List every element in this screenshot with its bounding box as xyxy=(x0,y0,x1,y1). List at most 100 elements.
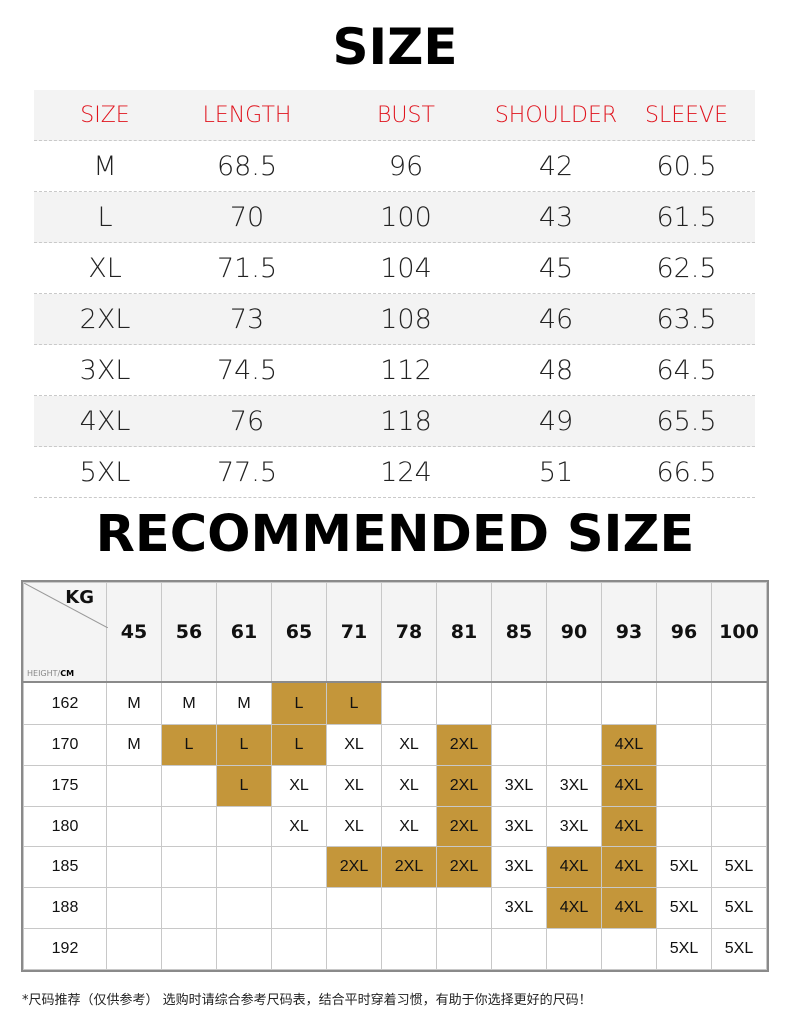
size-cell: 42 xyxy=(538,150,574,182)
size-cell: M xyxy=(93,150,117,182)
size-recommendation-cell: L xyxy=(216,764,272,807)
size-recommendation-cell: XL xyxy=(381,805,437,848)
height-row: 162 M M M L L xyxy=(23,681,767,725)
header-length: LENGTH xyxy=(202,102,292,128)
size-recommendation-cell xyxy=(271,846,327,889)
size-cell: 4XL xyxy=(79,405,131,437)
size-cell: 45 xyxy=(538,252,574,284)
size-recommendation-cell xyxy=(161,805,217,848)
height-label: 192 xyxy=(23,928,107,970)
size-recommendation-cell xyxy=(491,681,547,725)
size-recommendation-cell xyxy=(271,887,327,930)
size-row: M 68.5 96 42 60.5 xyxy=(34,141,755,192)
size-recommendation-cell xyxy=(711,681,767,725)
size-recommendation-cell xyxy=(326,887,382,930)
size-recommendation-cell: 2XL xyxy=(326,846,382,889)
footnote: *尺码推荐（仅供参考） 选购时请综合参考尺码表，结合平时穿着习惯，有助于你选择更… xyxy=(22,993,592,1008)
size-recommendation-cell xyxy=(106,846,162,889)
size-cell: 61.5 xyxy=(656,201,717,233)
size-recommendation-cell xyxy=(326,928,382,970)
size-recommendation-cell: M xyxy=(106,681,162,725)
size-recommendation-cell: 4XL xyxy=(601,764,657,807)
size-recommendation-cell xyxy=(161,887,217,930)
size-recommendation-cell xyxy=(216,846,272,889)
size-recommendation-cell: 2XL xyxy=(436,764,492,807)
size-chart-table: SIZE LENGTH BUST SHOULDER SLEEVE M 68.5 96… xyxy=(34,90,755,498)
height-row: 180 XL XL XL 2XL 3XL 3XL 4XL xyxy=(23,805,767,848)
size-recommendation-cell xyxy=(546,723,602,766)
height-label: 185 xyxy=(23,846,107,889)
size-recommendation-cell: 5XL xyxy=(656,887,712,930)
size-recommendation-cell xyxy=(601,681,657,725)
size-cell: 124 xyxy=(380,456,432,488)
size-cell: 73 xyxy=(229,303,265,335)
size-row: 4XL 76 118 49 65.5 xyxy=(34,396,755,447)
size-cell: 71.5 xyxy=(216,252,278,284)
weight-header: 93 xyxy=(601,582,657,684)
size-recommendation-cell xyxy=(216,805,272,848)
weight-header: 45 xyxy=(106,582,162,684)
size-recommendation-cell xyxy=(546,928,602,970)
size-recommendation-cell: XL xyxy=(326,764,382,807)
size-recommendation-cell: 2XL xyxy=(436,723,492,766)
size-cell: 48 xyxy=(538,354,574,386)
size-recommendation-cell: 3XL xyxy=(491,846,547,889)
size-recommendation-cell xyxy=(436,887,492,930)
height-label: 175 xyxy=(23,764,107,807)
size-row: 3XL 74.5 112 48 64.5 xyxy=(34,345,755,396)
size-cell: 70 xyxy=(229,201,265,233)
size-recommendation-cell: L xyxy=(271,723,327,766)
size-recommendation-cell xyxy=(436,928,492,970)
size-cell: 68.5 xyxy=(216,150,278,182)
height-label: 180 xyxy=(23,805,107,848)
height-axis-label: HEIGHT/CM xyxy=(27,669,75,679)
size-recommendation-cell xyxy=(711,805,767,848)
size-recommendation-cell: XL xyxy=(326,723,382,766)
size-recommendation-cell xyxy=(161,764,217,807)
size-recommendation-cell: 2XL xyxy=(436,846,492,889)
size-cell: 3XL xyxy=(79,354,131,386)
size-cell: 74.5 xyxy=(216,354,278,386)
size-recommendation-cell: 5XL xyxy=(656,928,712,970)
weight-header: 61 xyxy=(216,582,272,684)
size-recommendation-cell: 3XL xyxy=(491,805,547,848)
size-recommendation-cell xyxy=(106,764,162,807)
size-recommendation-cell: 3XL xyxy=(491,764,547,807)
size-recommendation-cell: 4XL xyxy=(546,846,602,889)
size-recommendation-cell: XL xyxy=(326,805,382,848)
size-recommendation-cell: L xyxy=(271,681,327,725)
height-label: 188 xyxy=(23,887,107,930)
size-recommendation-cell xyxy=(106,805,162,848)
size-recommendation-cell xyxy=(216,887,272,930)
size-cell: 65.5 xyxy=(656,405,717,437)
size-recommendation-cell: 5XL xyxy=(656,846,712,889)
weight-header: 71 xyxy=(326,582,382,684)
size-row: XL 71.5 104 45 62.5 xyxy=(34,243,755,294)
size-cell: XL xyxy=(88,252,122,284)
size-recommendation-cell xyxy=(711,764,767,807)
size-cell: 46 xyxy=(538,303,574,335)
size-recommendation-cell: XL xyxy=(271,764,327,807)
size-recommendation-cell: 3XL xyxy=(546,764,602,807)
diagonal-divider xyxy=(24,583,108,628)
size-cell: 51 xyxy=(538,456,574,488)
size-recommendation-cell: 4XL xyxy=(601,887,657,930)
size-recommendation-cell: 5XL xyxy=(711,887,767,930)
size-cell: 43 xyxy=(538,201,574,233)
recommended-size-title: RECOMMENDED SIZE xyxy=(95,505,695,564)
size-cell: 104 xyxy=(380,252,432,284)
size-recommendation-cell xyxy=(656,764,712,807)
weight-header: 100 xyxy=(711,582,767,684)
weight-axis-label: KG xyxy=(65,587,94,608)
height-label: 170 xyxy=(23,723,107,766)
weight-header: 56 xyxy=(161,582,217,684)
size-cell: 112 xyxy=(380,354,432,386)
height-row: 188 3XL 4XL 4XL 5XL 5XL xyxy=(23,887,767,930)
size-cell: 49 xyxy=(538,405,574,437)
size-recommendation-cell: L xyxy=(216,723,272,766)
size-row: 5XL 77.5 124 51 66.5 xyxy=(34,447,755,498)
grid-corner-cell: KG HEIGHT/CM xyxy=(23,582,108,684)
size-recommendation-cell xyxy=(656,681,712,725)
size-cell: 62.5 xyxy=(656,252,717,284)
size-recommendation-cell: M xyxy=(216,681,272,725)
